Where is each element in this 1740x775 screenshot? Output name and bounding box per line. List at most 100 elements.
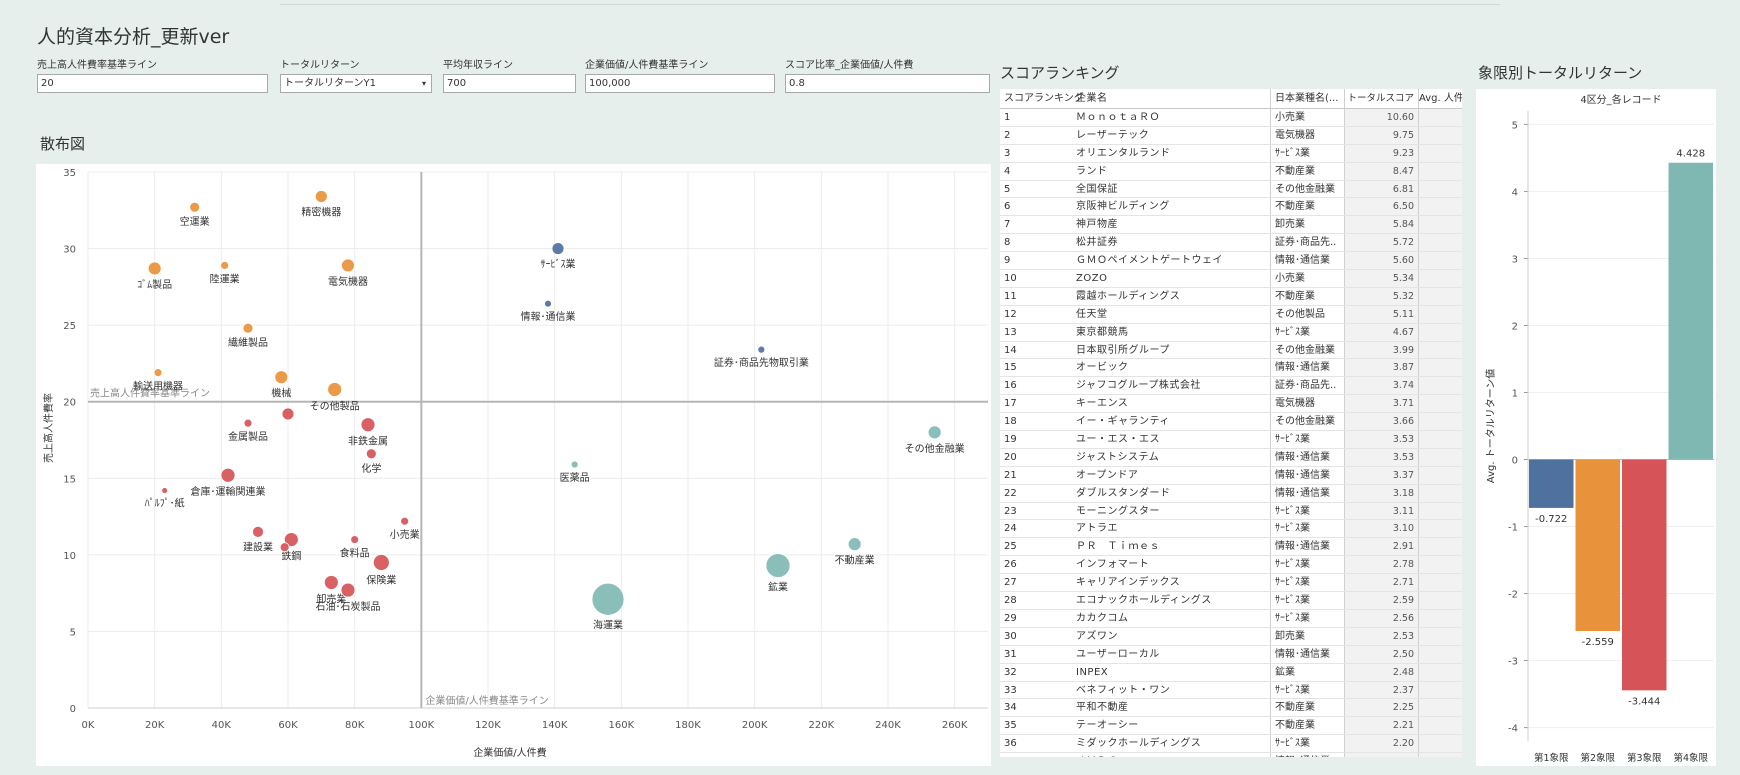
scatter-point bbox=[147, 261, 162, 276]
table-header-cell[interactable]: Avg. 人件... bbox=[1418, 89, 1462, 108]
ranking-table-body[interactable]: 1 ＭｏｎｏｔａＲＯ 小売業 10.60 2 レーザーテック 電気機器 9.75 3 オリエンタル… bbox=[1000, 109, 1462, 757]
table-header-cell[interactable]: スコアランキング bbox=[1004, 93, 1084, 104]
filter-1: 売上高人件費率基準ライン 20 bbox=[37, 56, 268, 93]
filter-input[interactable]: 700 bbox=[443, 74, 576, 93]
table-cell: 15 bbox=[1004, 362, 1017, 374]
table-row[interactable]: 21 オープンドア 情報･通信業 3.37 bbox=[1000, 466, 1462, 485]
table-row[interactable]: 4 ランド 不動産業 8.47 bbox=[1000, 162, 1462, 181]
table-row[interactable]: 23 モーニングスター ｻｰﾋﾞｽ業 3.11 bbox=[1000, 502, 1462, 521]
table-row[interactable]: 30 アズワン 卸売業 2.53 bbox=[1000, 627, 1462, 646]
filter-2: トータルリターン トータルリターンY1 ▾ bbox=[280, 56, 432, 93]
table-cell bbox=[1418, 305, 1462, 323]
table-row[interactable]: 7 神戸物産 卸売業 5.84 bbox=[1000, 216, 1462, 235]
table-cell: その他金融業 bbox=[1270, 180, 1344, 198]
table-cell: 2.20 bbox=[1344, 735, 1418, 753]
quadrant-bar-panel[interactable]: 4区分_各レコード 5 4 3 2 1 0 -1 -2 -3 -4 Avg. トータルリターン値 -0.… bbox=[1476, 89, 1716, 766]
table-row[interactable]: 8 松井証券 証券･商品先.. 5.72 bbox=[1000, 234, 1462, 253]
table-cell: 25 bbox=[1004, 541, 1017, 553]
scatter-point bbox=[570, 460, 579, 469]
scatter-point bbox=[765, 553, 791, 578]
x-tick-label: 60K bbox=[278, 720, 298, 731]
y-tick-label: 5 bbox=[1512, 120, 1518, 131]
table-header-cell[interactable]: 企業名 bbox=[1076, 93, 1108, 104]
table-cell: 3.10 bbox=[1344, 520, 1418, 538]
table-row[interactable]: 19 ユー・エス・エス ｻｰﾋﾞｽ業 3.53 bbox=[1000, 431, 1462, 449]
table-row[interactable]: 33 ベネフィット・ワン ｻｰﾋﾞｽ業 2.37 bbox=[1000, 681, 1462, 700]
table-cell: 19 bbox=[1004, 434, 1017, 446]
bar-value-label: 4.428 bbox=[1676, 149, 1705, 160]
table-row[interactable]: 25 ＰＲ Ｔｉｍｅｓ 情報･通信業 2.91 bbox=[1000, 538, 1462, 557]
table-row[interactable]: 24 アトラエ ｻｰﾋﾞｽ業 3.10 bbox=[1000, 520, 1462, 539]
table-row[interactable]: 2 レーザーテック 電気機器 9.75 bbox=[1000, 126, 1462, 145]
table-row[interactable]: 9 ＧＭＯペイメントゲートウェイ 情報･通信業 5.60 bbox=[1000, 252, 1462, 271]
filter-input[interactable]: 20 bbox=[37, 74, 268, 93]
table-row[interactable]: 3 オリエンタルランド ｻｰﾋﾞｽ業 9.23 bbox=[1000, 144, 1462, 163]
table-row[interactable]: 35 テーオーシー 不動産業 2.21 bbox=[1000, 717, 1462, 736]
table-row[interactable]: 14 日本取引所グループ その他金融業 3.99 bbox=[1000, 341, 1462, 360]
table-row[interactable]: 11 霞越ホールディングス 不動産業 5.32 bbox=[1000, 287, 1462, 306]
x-tick-label: 180K bbox=[675, 720, 701, 731]
table-header-cell[interactable]: 日本業種名(... bbox=[1270, 89, 1344, 108]
quadrant-bar-chart[interactable]: 4区分_各レコード 5 4 3 2 1 0 -1 -2 -3 -4 Avg. トータルリターン値 -0.… bbox=[1476, 89, 1716, 766]
table-cell: 3.53 bbox=[1344, 431, 1418, 448]
bar bbox=[1668, 162, 1713, 460]
point-label: 海運業 bbox=[593, 618, 623, 631]
table-cell: 小売業 bbox=[1270, 109, 1344, 126]
table-row[interactable]: 1 ＭｏｎｏｔａＲＯ 小売業 10.60 bbox=[1000, 109, 1462, 127]
table-row[interactable]: 16 ジャフコグループ株式会社 証券･商品先.. 3.74 bbox=[1000, 377, 1462, 396]
table-row[interactable]: 17 キーエンス 電気機器 3.71 bbox=[1000, 395, 1462, 414]
table-cell: ダブルスタンダード bbox=[1076, 487, 1171, 499]
table-cell bbox=[1418, 234, 1462, 252]
table-cell: 卸売業 bbox=[1270, 216, 1344, 234]
table-row[interactable]: 31 ユーザーローカル 情報･通信業 2.50 bbox=[1000, 645, 1462, 664]
point-label: 鉱業 bbox=[768, 581, 788, 594]
table-row[interactable]: 34 平和不動産 不動産業 2.25 bbox=[1000, 699, 1462, 718]
table-row[interactable]: 5 全国保証 その他金融業 6.81 bbox=[1000, 180, 1462, 199]
table-cell: 任天堂 bbox=[1076, 308, 1108, 320]
table-cell bbox=[1418, 574, 1462, 592]
table-cell: インフォマート bbox=[1076, 559, 1150, 571]
y-tick-label: 25 bbox=[63, 321, 76, 332]
table-cell bbox=[1418, 413, 1462, 431]
scatter-point bbox=[341, 258, 355, 273]
bar-chart-title: 4区分_各レコード bbox=[1580, 93, 1661, 106]
table-header-cell[interactable]: トータルスコア bbox=[1344, 89, 1418, 108]
table-row[interactable]: 20 ジャストシステム 情報･通信業 3.53 bbox=[1000, 448, 1462, 467]
table-cell: ユー・エス・エス bbox=[1076, 434, 1160, 446]
filter-dropdown[interactable]: トータルリターンY1 ▾ bbox=[280, 74, 432, 93]
y-tick-label: 35 bbox=[63, 168, 76, 179]
table-cell: 不動産業 bbox=[1270, 717, 1344, 735]
table-cell: ユーザーローカル bbox=[1076, 648, 1160, 660]
table-row[interactable]: 36 ミダックホールディングス ｻｰﾋﾞｽ業 2.20 bbox=[1000, 735, 1462, 754]
table-cell: カカクコム bbox=[1076, 612, 1129, 624]
filter-label: スコア比率_企業価値/人件費 bbox=[785, 60, 914, 71]
table-cell: 2.48 bbox=[1344, 663, 1418, 681]
x-tick-label: 200K bbox=[742, 720, 768, 731]
table-row[interactable]: 13 東京都競馬 ｻｰﾋﾞｽ業 4.67 bbox=[1000, 323, 1462, 342]
filter-input[interactable]: 0.8 bbox=[785, 74, 990, 93]
scatter-chart-panel[interactable]: 0 5 10 15 20 25 30 35 0K 20K 40K 60K 80K 100K 120K 140K… bbox=[36, 164, 991, 766]
chevron-down-icon[interactable]: ▾ bbox=[421, 79, 426, 88]
table-cell: 情報･通信業 bbox=[1270, 466, 1344, 484]
point-label: ﾊﾟﾙﾌﾟ･紙 bbox=[145, 497, 185, 510]
table-row[interactable]: 32 INPEX 鉱業 2.48 bbox=[1000, 663, 1462, 682]
table-row[interactable]: 29 カカクコム ｻｰﾋﾞｽ業 2.56 bbox=[1000, 609, 1462, 628]
table-cell: ｻｰﾋﾞｽ業 bbox=[1270, 323, 1344, 341]
scatter-point bbox=[189, 201, 201, 213]
table-row[interactable]: 12 任天堂 その他製品 5.11 bbox=[1000, 305, 1462, 324]
table-row[interactable]: 15 オービック 情報･通信業 3.87 bbox=[1000, 359, 1462, 378]
table-cell: 35 bbox=[1004, 720, 1017, 732]
table-row[interactable]: 6 京阪神ビルディング 不動産業 6.50 bbox=[1000, 198, 1462, 217]
scatter-chart[interactable]: 0 5 10 15 20 25 30 35 0K 20K 40K 60K 80K 100K 120K 140K… bbox=[36, 164, 991, 766]
table-row[interactable]: 10 ZOZO 小売業 5.34 bbox=[1000, 270, 1462, 288]
table-cell: 2.25 bbox=[1344, 699, 1418, 717]
table-row[interactable]: 18 イー・ギャランティ その他金融業 3.66 bbox=[1000, 413, 1462, 432]
filter-input[interactable]: 100,000 bbox=[585, 74, 775, 93]
table-row[interactable]: 22 ダブルスタンダード 情報･通信業 3.18 bbox=[1000, 484, 1462, 503]
table-row[interactable]: 26 インフォマート ｻｰﾋﾞｽ業 2.78 bbox=[1000, 556, 1462, 575]
table-row[interactable]: 28 エコナックホールディングス ｻｰﾋﾞｽ業 2.59 bbox=[1000, 592, 1462, 610]
table-row[interactable]: 27 キャリアインデックス ｻｰﾋﾞｽ業 2.71 bbox=[1000, 574, 1462, 593]
table-cell: イー・ギャランティ bbox=[1076, 416, 1170, 428]
